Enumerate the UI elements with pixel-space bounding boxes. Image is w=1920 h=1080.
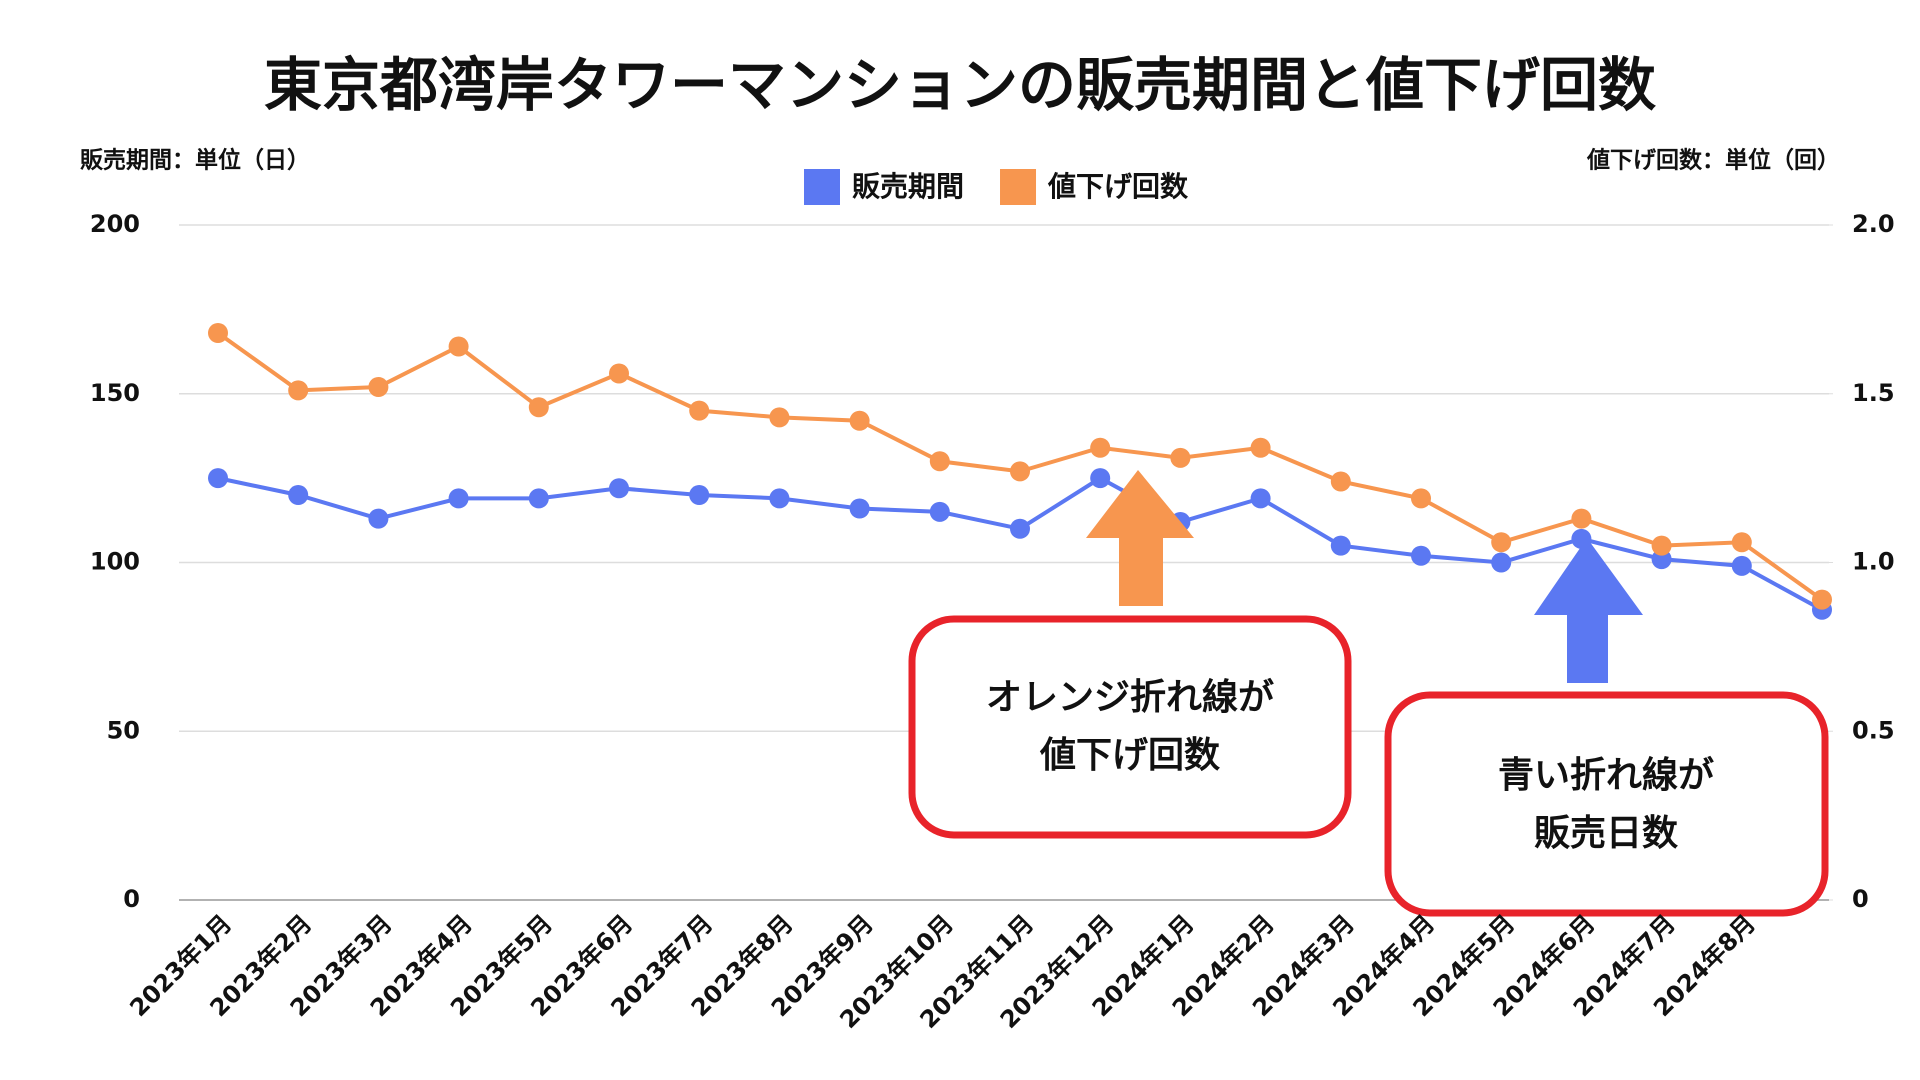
chart-title: 東京都湾岸タワーマンションの販売期間と値下げ回数 xyxy=(264,51,1656,119)
data-point xyxy=(1571,508,1592,529)
callout-text: 販売日数 xyxy=(1534,813,1678,854)
data-point xyxy=(689,400,710,421)
data-point xyxy=(609,363,629,384)
data-point xyxy=(368,508,389,529)
data-point xyxy=(288,485,309,505)
data-point xyxy=(368,377,389,397)
data-point xyxy=(448,336,469,357)
data-point xyxy=(1010,518,1030,539)
y2-tick-label: 1.5 xyxy=(1852,379,1895,407)
data-point xyxy=(769,407,790,428)
data-point xyxy=(929,451,950,472)
y-tick-label: 50 xyxy=(107,716,140,744)
data-point xyxy=(1491,552,1512,573)
data-point xyxy=(1330,535,1351,556)
callout-box xyxy=(908,615,1352,839)
data-point xyxy=(1731,555,1752,576)
data-point xyxy=(1170,447,1191,468)
callout-text: 青い折れ線が xyxy=(1498,755,1714,796)
data-point xyxy=(1651,535,1672,556)
arrow xyxy=(1534,538,1643,683)
callout-box xyxy=(1384,691,1829,917)
data-point xyxy=(849,410,870,431)
arrow xyxy=(1086,470,1194,606)
legend-label: 値下げ回数 xyxy=(1047,170,1189,203)
data-point xyxy=(1010,461,1030,482)
data-point xyxy=(1812,589,1832,610)
data-point xyxy=(1090,468,1111,489)
data-point xyxy=(1090,437,1111,458)
callout-text: 値下げ回数 xyxy=(1039,735,1220,776)
y2-axis-label: 値下げ回数：単位（回） xyxy=(1586,147,1840,174)
data-point xyxy=(528,488,549,509)
data-point xyxy=(1330,471,1351,492)
callout-text: オレンジ折れ線が xyxy=(986,677,1274,718)
data-point xyxy=(769,488,790,509)
data-point xyxy=(208,323,228,343)
y-tick-label: 200 xyxy=(90,210,140,238)
y2-tick-label: 0.5 xyxy=(1852,716,1895,744)
y-tick-label: 150 xyxy=(90,379,140,407)
legend-swatch xyxy=(804,169,840,205)
y-tick-label: 0 xyxy=(123,885,140,913)
data-point xyxy=(448,488,469,509)
data-point xyxy=(1491,532,1512,553)
data-point xyxy=(528,397,549,418)
data-point xyxy=(208,468,228,489)
y2-tick-label: 0 xyxy=(1852,885,1869,913)
data-point xyxy=(929,501,950,522)
data-point xyxy=(288,380,309,401)
legend-swatch xyxy=(1000,169,1037,205)
y2-tick-label: 1.0 xyxy=(1852,548,1895,576)
data-point xyxy=(1411,545,1431,566)
data-point xyxy=(1731,532,1752,553)
data-point xyxy=(689,485,710,505)
legend-label: 販売期間 xyxy=(852,170,964,203)
data-point xyxy=(1250,488,1271,509)
data-point xyxy=(609,478,629,499)
y-tick-label: 100 xyxy=(90,548,140,576)
y2-tick-label: 2.0 xyxy=(1852,210,1895,238)
data-point xyxy=(1250,437,1271,458)
y-axis-label: 販売期間：単位（日） xyxy=(80,147,310,174)
data-point xyxy=(849,498,870,519)
data-point xyxy=(1411,488,1431,509)
